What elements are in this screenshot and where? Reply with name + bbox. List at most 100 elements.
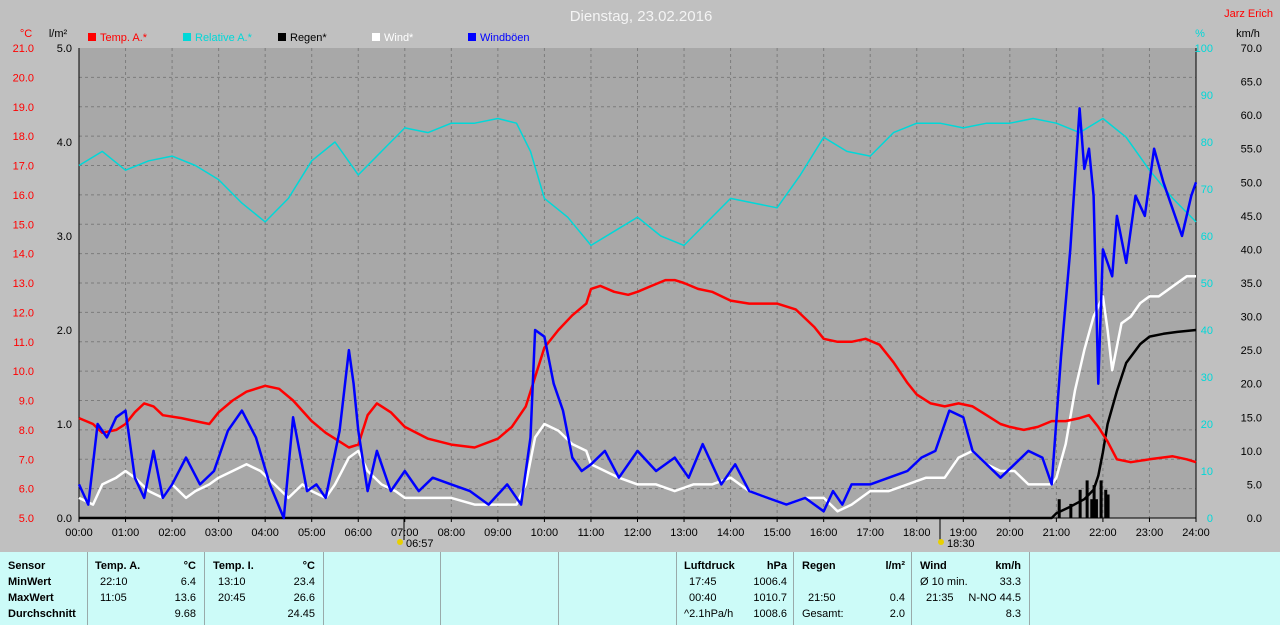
time-tick-label: 12:00 (624, 527, 652, 539)
legend-label-temp: Temp. A.* (100, 32, 148, 44)
legend-swatch-rain (278, 33, 286, 41)
temp-i-min-time: 13:10 (218, 576, 246, 588)
temp-tick-label: 13.0 (13, 278, 34, 290)
temp-tick-label: 12.0 (13, 307, 34, 319)
legend-swatch-temp (88, 33, 96, 41)
time-tick-label: 23:00 (1136, 527, 1164, 539)
pressure-max-time: 00:40 (689, 592, 717, 604)
sensor-column: Sensor MinWert MaxWert Durchschnitt (0, 552, 88, 625)
temp-i-header: Temp. I. (213, 560, 254, 572)
sunrise-icon (397, 539, 403, 545)
temp-a-column: Temp. A. °C 22:10 6.4 11:05 13.6 9.68 (88, 552, 205, 625)
temp-tick-label: 19.0 (13, 102, 34, 114)
time-tick-label: 01:00 (112, 527, 140, 539)
time-tick-label: 24:00 (1182, 527, 1210, 539)
rain-bar (1069, 503, 1073, 518)
wind-tick-label: 55.0 (1241, 144, 1262, 156)
row-label-avg: Durchschnitt (8, 608, 76, 620)
pressure-tick-label: 40 (1201, 325, 1213, 337)
temp-tick-label: 10.0 (13, 366, 34, 378)
time-tick-label: 10:00 (531, 527, 559, 539)
rain-unit-label: l/m² (49, 28, 68, 40)
series-line-pressure (78, 117, 1197, 247)
series-line-temp (78, 278, 1197, 464)
temp-i-max-time: 20:45 (218, 592, 246, 604)
legend-swatch-wind (372, 33, 380, 41)
time-tick-label: 18:00 (903, 527, 931, 539)
empty-column-2 (441, 552, 559, 625)
legend-label-pressure: Relative A.* (195, 32, 253, 44)
pressure-tick-label: 90 (1201, 90, 1213, 102)
rain-axis-ticks: 0.0 1.0 2.0 3.0 4.0 5.0 (57, 43, 72, 525)
wind-column: Wind km/h Ø 10 min. 33.3 21:35 N-NO 44.5… (912, 552, 1030, 625)
rain-bar (1090, 499, 1094, 518)
time-tick-label: 03:00 (205, 527, 233, 539)
rain-tick-label: 4.0 (57, 137, 72, 149)
series-lines (77, 107, 1198, 520)
temp-a-unit: °C (183, 560, 196, 572)
rain-header: Regen (802, 560, 836, 572)
wind-unit-label: km/h (1236, 28, 1260, 40)
empty-column-3 (559, 552, 677, 625)
wind-avg-value: 8.3 (1005, 608, 1021, 620)
temp-a-header: Temp. A. (95, 560, 141, 572)
sunset-label: 18:30 (947, 538, 975, 550)
legend-label-wind: Wind* (384, 32, 414, 44)
time-tick-label: 22:00 (1089, 527, 1117, 539)
time-tick-label: 16:00 (810, 527, 838, 539)
rain-bars (1057, 480, 1110, 518)
time-tick-label: 13:00 (670, 527, 698, 539)
sunrise-label: 06:57 (406, 538, 434, 550)
temp-a-max-time: 11:05 (100, 592, 127, 604)
wind-tick-label: 65.0 (1241, 77, 1262, 89)
rain-total-value: 2.0 (889, 608, 905, 620)
rain-tick-label: 3.0 (57, 231, 72, 243)
temp-a-min-value: 6.4 (180, 576, 196, 588)
wind-tick-label: 35.0 (1241, 278, 1262, 290)
temp-tick-label: 7.0 (19, 454, 34, 466)
temp-i-column: Temp. I. °C 13:10 23.4 20:45 26.6 24.45 (205, 552, 324, 625)
pressure-max-value: 1010.7 (753, 592, 787, 604)
pressure-header: Luftdruck (684, 560, 735, 572)
pressure-tick-label: 30 (1201, 372, 1213, 384)
time-tick-label: 02:00 (158, 527, 186, 539)
time-axis-ticks: 00:00 01:00 02:00 03:00 04:00 05:00 06:00 07:00… (65, 518, 1210, 539)
pressure-tick-label: 80 (1201, 137, 1213, 149)
time-tick-label: 04:00 (251, 527, 279, 539)
weather-chart: 5.0 6.0 7.0 8.0 9.0 10.0 11.0 12.0 13.0 14.0 15.0 1… (13, 8, 1273, 550)
pressure-min-value: 1006.4 (753, 576, 787, 588)
time-tick-label: 17:00 (856, 527, 884, 539)
wind-header: Wind (920, 560, 947, 572)
time-tick-label: 06:00 (344, 527, 372, 539)
temp-tick-label: 5.0 (19, 513, 34, 525)
temp-tick-label: 20.0 (13, 72, 34, 84)
wind-tick-label: 15.0 (1241, 412, 1262, 424)
series-line-wind (78, 275, 1196, 513)
legend-label-rain: Regen* (290, 32, 327, 44)
wind-avg10-label: Ø 10 min. (920, 576, 968, 588)
legend-label-gust: Windböen (480, 32, 530, 44)
pressure-tick-label: 100 (1195, 43, 1213, 55)
temp-tick-label: 17.0 (13, 161, 34, 173)
temp-axis-ticks: 5.0 6.0 7.0 8.0 9.0 10.0 11.0 12.0 13.0 14.0 15.0 1… (13, 43, 34, 525)
rain-column: Regen l/m² 21:50 0.4 Gesamt: 2.0 (794, 552, 912, 625)
wind-tick-label: 25.0 (1241, 345, 1262, 357)
temp-i-avg-value: 24.45 (287, 608, 315, 620)
statistics-table: Sensor MinWert MaxWert Durchschnitt Temp… (0, 552, 1280, 625)
rain-max-time: 21:50 (808, 592, 836, 604)
rain-tick-label: 0.0 (57, 513, 72, 525)
wind-avg10-value: 33.3 (999, 576, 1021, 588)
temp-tick-label: 15.0 (13, 219, 34, 231)
grid (79, 48, 1196, 518)
sunrise-marker: 06:57 (397, 518, 434, 550)
rain-bar (1106, 494, 1110, 518)
rain-bar (1078, 489, 1082, 518)
temp-tick-label: 21.0 (13, 43, 34, 55)
row-label-min: MinWert (8, 576, 52, 588)
temp-tick-label: 11.0 (13, 337, 34, 349)
sunset-icon (938, 539, 944, 545)
pressure-min-time: 17:45 (689, 576, 717, 588)
rain-bar (1104, 489, 1108, 518)
rain-bar (1099, 480, 1103, 518)
pressure-trend: ^2.1hPa/h (684, 608, 734, 620)
